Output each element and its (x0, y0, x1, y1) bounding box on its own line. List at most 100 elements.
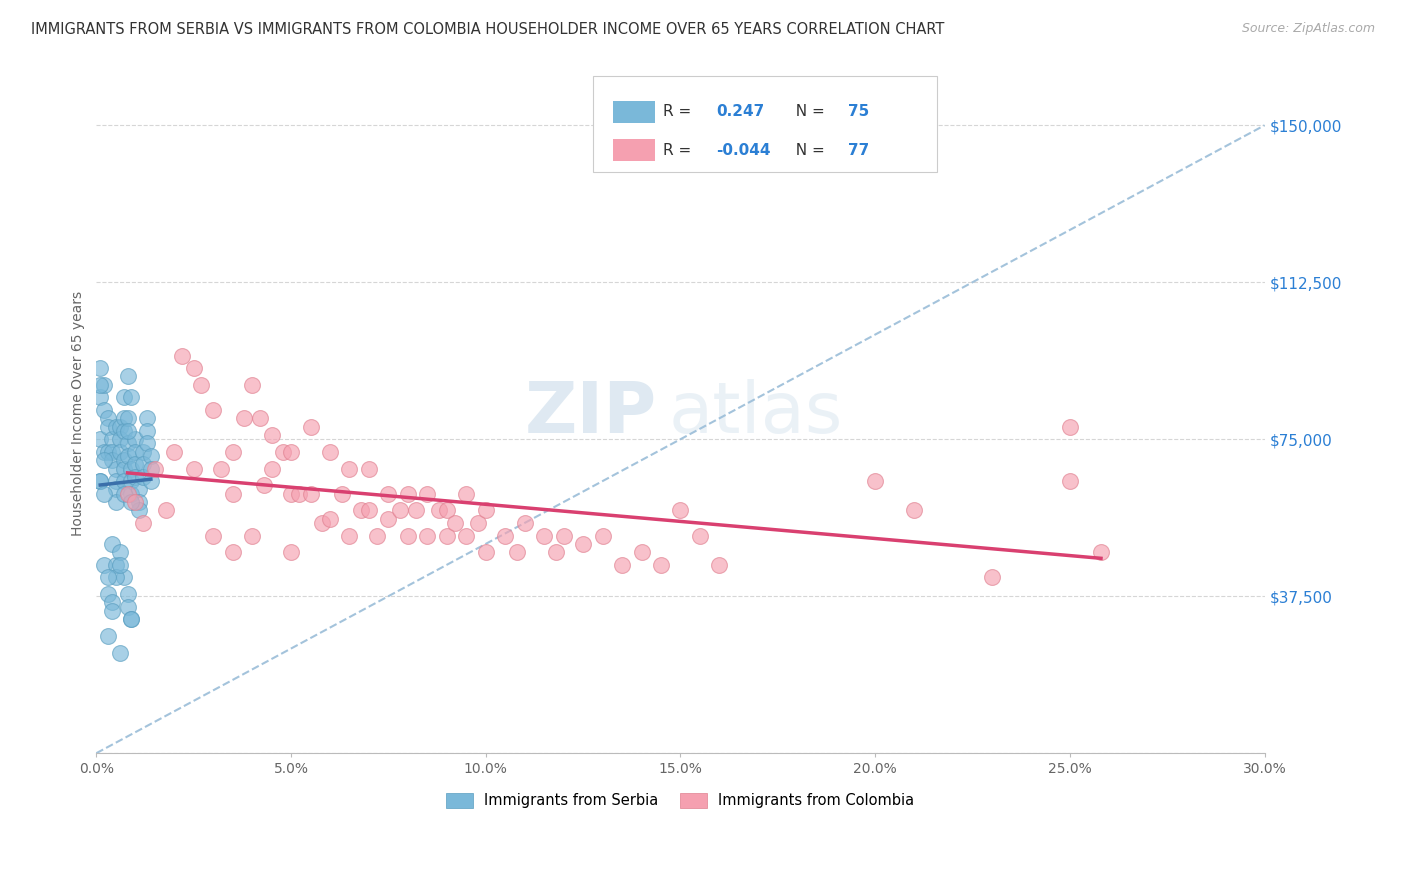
Point (339, 461, 361, 475)
Point (271, 444, 294, 458)
Point (494, 528, 516, 542)
Text: N =: N = (786, 143, 830, 158)
Point (97, 411, 120, 425)
Point (396, 486, 419, 500)
Point (139, 449, 162, 463)
Point (89, 432, 111, 446)
Point (170, 349, 193, 363)
Point (117, 486, 139, 500)
Point (104, 461, 127, 475)
Point (1090, 545, 1112, 559)
Text: R =: R = (664, 143, 696, 158)
Point (120, 612, 142, 626)
Point (280, 545, 302, 559)
Point (108, 419, 131, 434)
Point (416, 486, 439, 500)
Point (221, 545, 243, 559)
Point (357, 503, 380, 517)
Point (120, 461, 142, 475)
Point (89, 361, 111, 376)
Point (93, 558, 115, 572)
Point (202, 403, 225, 417)
Point (405, 503, 427, 517)
Point (101, 604, 124, 618)
Point (101, 444, 124, 458)
Point (572, 537, 595, 551)
Point (139, 474, 162, 488)
Text: 77: 77 (848, 143, 869, 158)
Point (650, 558, 672, 572)
Point (240, 528, 263, 542)
Legend: Immigrants from Serbia, Immigrants from Colombia: Immigrants from Serbia, Immigrants from … (440, 787, 921, 814)
Text: IMMIGRANTS FROM SERBIA VS IMMIGRANTS FROM COLOMBIA HOUSEHOLDER INCOME OVER 65 YE: IMMIGRANTS FROM SERBIA VS IMMIGRANTS FRO… (31, 22, 945, 37)
Point (108, 545, 131, 559)
Point (280, 444, 302, 458)
Point (202, 528, 225, 542)
Point (117, 436, 139, 450)
Point (436, 503, 458, 517)
Point (120, 486, 142, 500)
Point (553, 528, 575, 542)
Point (120, 612, 142, 626)
Point (117, 449, 139, 463)
Point (104, 483, 127, 497)
Point (506, 545, 529, 559)
Point (253, 478, 276, 492)
Point (1059, 474, 1081, 488)
Point (143, 461, 166, 475)
Point (467, 516, 489, 530)
Point (124, 432, 146, 446)
Point (104, 570, 127, 584)
Text: -0.044: -0.044 (716, 143, 770, 158)
Point (132, 470, 155, 484)
Point (93, 377, 115, 392)
Point (89, 474, 111, 488)
Point (903, 503, 925, 517)
Point (124, 495, 146, 509)
Point (101, 537, 124, 551)
Point (93, 444, 115, 458)
Text: Source: ZipAtlas.com: Source: ZipAtlas.com (1241, 22, 1375, 36)
Point (299, 419, 322, 434)
Point (689, 528, 711, 542)
Point (436, 528, 458, 542)
Point (366, 528, 388, 542)
Point (416, 528, 439, 542)
Text: 0.247: 0.247 (716, 104, 765, 120)
Point (104, 495, 127, 509)
Point (93, 486, 115, 500)
Point (117, 599, 139, 614)
Point (1059, 419, 1081, 434)
FancyBboxPatch shape (593, 77, 938, 171)
Point (128, 495, 150, 509)
Point (124, 470, 146, 484)
Point (610, 558, 633, 572)
Point (93, 403, 115, 417)
Point (117, 411, 139, 425)
Point (240, 377, 263, 392)
Point (132, 458, 155, 472)
Point (97, 570, 120, 584)
Point (183, 461, 205, 475)
Point (319, 444, 342, 458)
Point (120, 495, 142, 509)
Point (190, 377, 212, 392)
Point (117, 587, 139, 601)
Point (117, 424, 139, 438)
Point (124, 444, 146, 458)
Point (669, 503, 692, 517)
Text: ZIP: ZIP (524, 378, 657, 448)
Point (124, 458, 146, 472)
Point (377, 486, 399, 500)
Point (97, 629, 120, 643)
Point (112, 461, 135, 475)
Point (112, 474, 135, 488)
Y-axis label: Householder Income Over 65 years: Householder Income Over 65 years (72, 291, 86, 535)
Point (97, 419, 120, 434)
Point (299, 486, 322, 500)
Point (389, 503, 412, 517)
Point (377, 512, 399, 526)
Point (709, 558, 731, 572)
Point (249, 411, 271, 425)
Point (136, 411, 159, 425)
